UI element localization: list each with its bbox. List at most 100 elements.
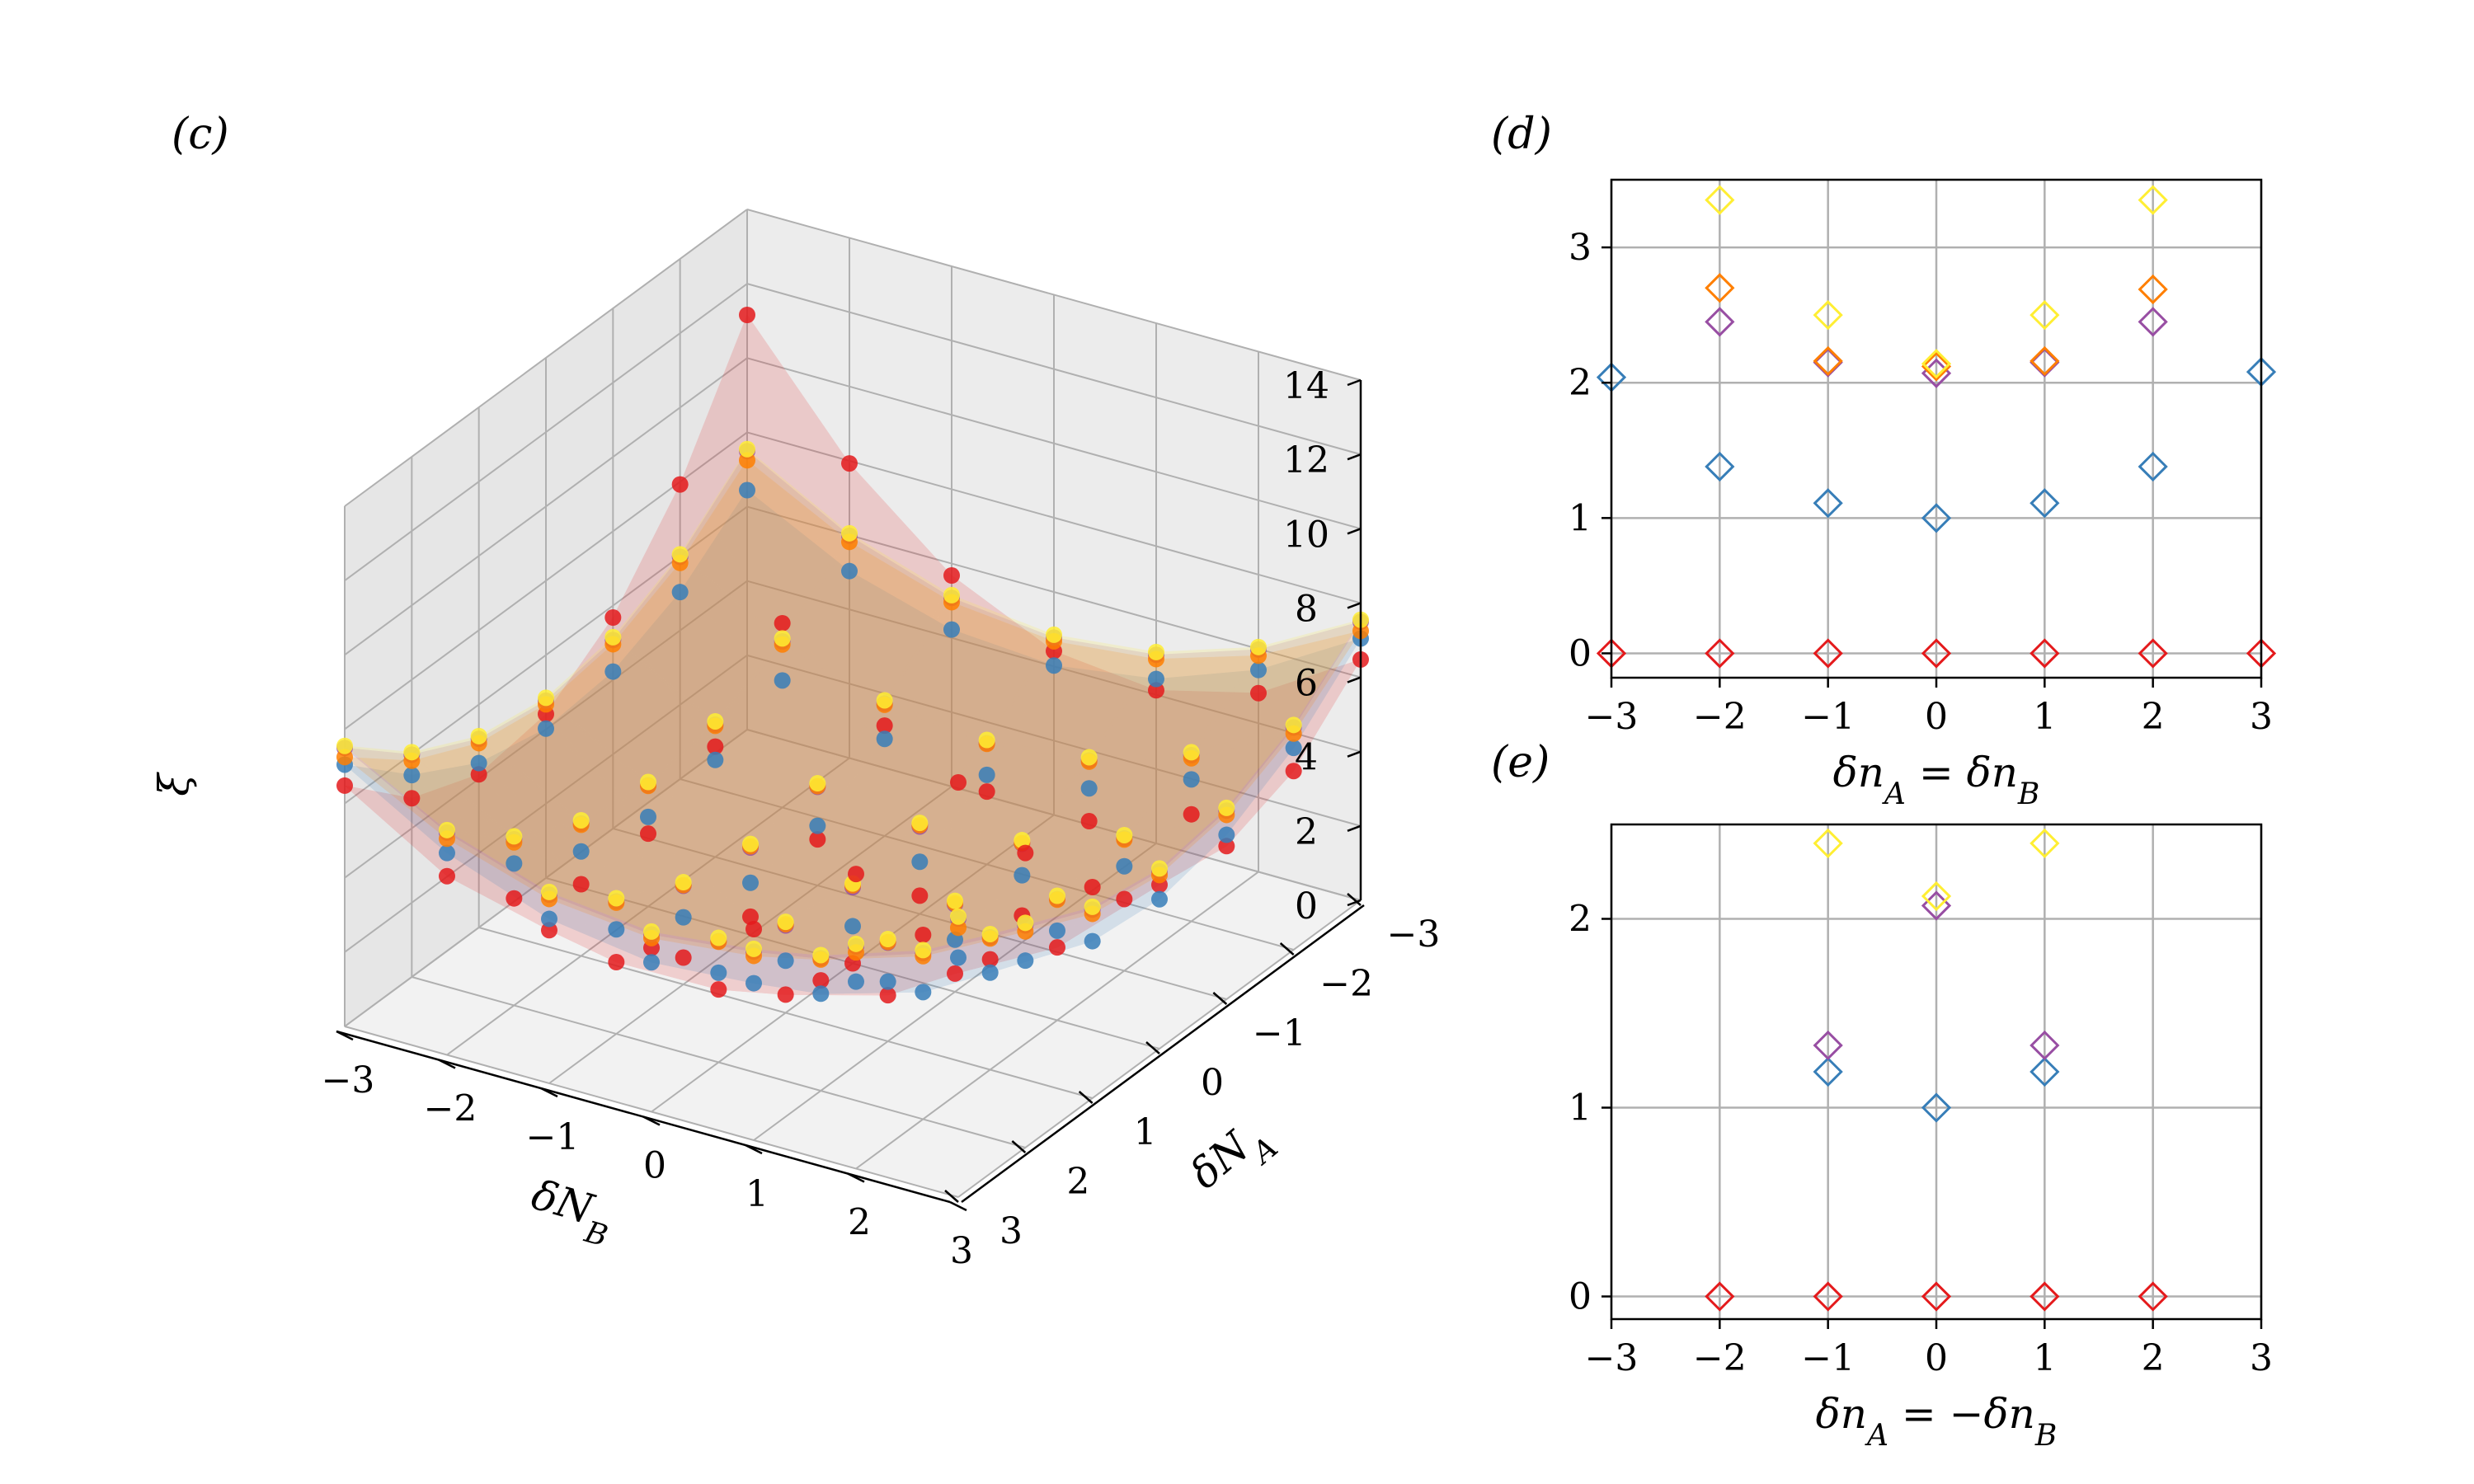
data-point-3d (403, 744, 421, 761)
data-point-3d (774, 630, 791, 647)
data-point-marker (1813, 345, 1843, 377)
data-point-3d (876, 692, 893, 709)
data-point-3d (640, 773, 656, 791)
z-tick-label: 2 (1295, 811, 1318, 853)
data-point-3d (981, 951, 999, 968)
data-point-3d (841, 562, 858, 580)
data-point-marker (1705, 1281, 1735, 1312)
data-point-3d (848, 935, 864, 952)
x-tick-label: 3 (2250, 1337, 2273, 1379)
data-point-3d (707, 751, 724, 768)
data-point-3d (541, 910, 557, 928)
data-point-3d (1046, 657, 1062, 674)
x-tick-label: 2 (2142, 1337, 2165, 1379)
x-tick-label: −2 (1319, 963, 1373, 1005)
data-point-3d (943, 586, 960, 603)
floor-grid-line (344, 1026, 959, 1198)
wall-grid-line (746, 283, 1362, 456)
data-point-3d (950, 908, 967, 925)
data-point-marker (2030, 1030, 2060, 1061)
data-point-3d (538, 689, 554, 707)
y-tick-label: 1 (1569, 497, 1592, 539)
panel-d-scatter: (d) −3 −2 −1 0 1 2 3 0 1 2 3 δnA = δnB (1491, 110, 2277, 811)
x-tick-mark (1145, 1041, 1160, 1054)
x-tick-label: −1 (1253, 1012, 1306, 1054)
x-tick-mark (1212, 992, 1228, 1005)
data-point-3d (742, 874, 759, 891)
data-point-marker (1921, 349, 1952, 379)
data-point-marker (1813, 488, 1843, 519)
data-point-3d (848, 866, 864, 883)
y-tick-label: 0 (1569, 1276, 1592, 1318)
data-point-3d (643, 954, 660, 971)
y-tick-mark (949, 1200, 967, 1212)
data-point-3d (947, 965, 963, 982)
data-point-3d (1017, 914, 1034, 932)
data-point-3d (541, 922, 557, 939)
data-point-3d (1285, 716, 1302, 734)
data-point-3d (950, 949, 967, 966)
data-point-3d (1017, 844, 1034, 862)
data-point-3d (506, 890, 523, 907)
data-point-3d (707, 738, 724, 755)
panel-label-d: (d) (1491, 110, 1552, 159)
x-tick-label: 0 (1201, 1062, 1224, 1104)
data-point-3d (675, 874, 692, 891)
data-point-3d (1080, 749, 1098, 766)
data-point-3d (1151, 860, 1168, 877)
x-tick-label: −2 (1693, 1337, 1747, 1379)
data-point-3d (1250, 638, 1267, 655)
data-point-marker (1705, 451, 1735, 482)
y-tick-label: 2 (1569, 899, 1592, 941)
panel-label-c: (c) (172, 110, 229, 159)
data-point-3d (1250, 684, 1267, 702)
data-point-marker (2030, 345, 2060, 377)
data-point-3d (1285, 740, 1302, 757)
x-axis-title: δnA = δnB (1833, 749, 2040, 811)
x-tick-label: −3 (1585, 696, 1639, 738)
data-point-3d (710, 981, 727, 998)
y-tick-mark (540, 1087, 558, 1098)
data-point-3d (978, 766, 995, 783)
data-point-3d (844, 918, 861, 935)
x-tick-label: 1 (2033, 1337, 2056, 1379)
surface-3 (344, 459, 1362, 960)
data-point-3d (336, 737, 353, 754)
data-point-3d (541, 883, 557, 900)
data-point-3d (470, 766, 487, 783)
data-point-3d (774, 672, 791, 689)
x-tick-mark (1078, 1091, 1094, 1104)
data-point-3d (1148, 643, 1164, 660)
z-tick-mark (1347, 378, 1362, 387)
data-point-3d (1080, 813, 1098, 830)
data-point-3d (915, 942, 932, 959)
data-point-3d (812, 946, 830, 964)
floor-grid-line (957, 899, 1362, 1198)
data-point-3d (1285, 763, 1302, 780)
data-point-marker (2138, 307, 2168, 337)
data-point-3d (879, 931, 896, 948)
z-tick-label: 0 (1295, 885, 1318, 928)
floor-grid-line (855, 871, 1259, 1170)
data-point-3d (978, 731, 995, 749)
y-tick-label: 2 (1569, 362, 1592, 404)
y-tick-mark (745, 1144, 763, 1155)
data-point-3d (742, 835, 759, 852)
data-point-3d (707, 712, 724, 730)
x-tick-label: −1 (1801, 1337, 1855, 1379)
data-point-3d (1049, 887, 1065, 904)
x-tick-label: 3 (999, 1210, 1023, 1252)
data-point-3d (947, 892, 963, 909)
wall-grid-line (746, 729, 1362, 901)
data-point-3d (710, 964, 727, 981)
data-point-3d (671, 546, 689, 563)
data-point-3d (915, 926, 932, 943)
data-point-marker (2030, 828, 2060, 859)
data-point-3d (848, 973, 864, 990)
wall-grid-line (344, 357, 748, 656)
data-point-3d (403, 790, 421, 807)
data-point-3d (1250, 661, 1267, 679)
data-point-3d (1218, 826, 1235, 843)
x-tick-mark (1347, 893, 1362, 906)
